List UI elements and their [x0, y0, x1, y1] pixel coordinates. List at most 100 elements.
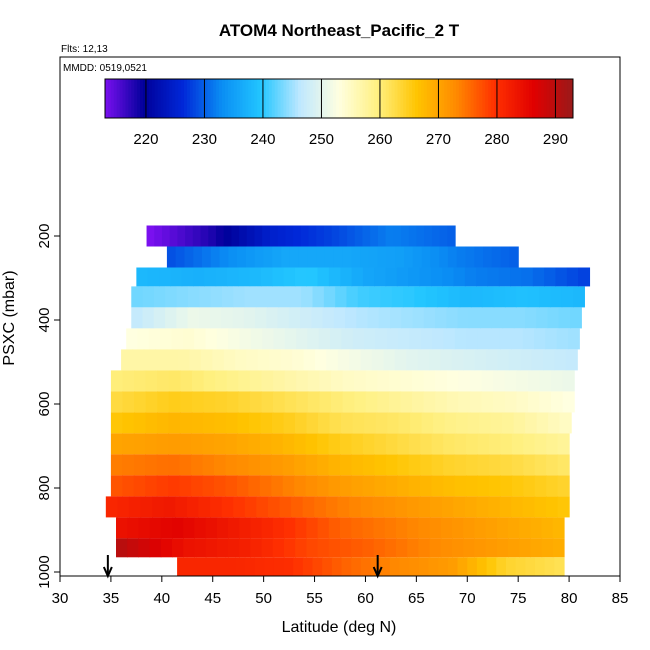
curtain-cell — [105, 496, 118, 518]
colorbar-segment — [438, 79, 442, 118]
colorbar-segment — [274, 79, 279, 118]
curtain-cell — [176, 286, 189, 308]
curtain-cell — [328, 433, 341, 455]
colorbar-segment — [377, 79, 381, 118]
curtain-cell — [565, 349, 578, 371]
curtain-cell — [210, 496, 223, 518]
curtain-cell — [219, 246, 229, 268]
curtain-cell — [289, 286, 302, 308]
curtain-cell — [395, 246, 405, 268]
curtain-cell — [264, 557, 275, 576]
curtain-cell — [149, 517, 162, 539]
curtain-cell — [408, 267, 421, 287]
colorbar-segment — [403, 79, 407, 118]
curtain-cell — [330, 328, 342, 350]
curtain-cell — [425, 286, 438, 308]
curtain-cell — [488, 454, 501, 476]
curtain-cell — [404, 246, 414, 268]
colorbar-segment — [300, 79, 305, 118]
curtain-cell — [500, 454, 513, 476]
curtain-cell — [179, 475, 192, 497]
curtain-cell — [362, 517, 375, 539]
curtain-cell — [396, 538, 408, 558]
curtain-cell — [237, 412, 250, 434]
curtain-cell — [288, 307, 301, 329]
curtain-cell — [441, 496, 454, 518]
curtain-cell — [191, 433, 204, 455]
colorbar-tick-label: 290 — [543, 131, 568, 148]
curtain-cell — [179, 412, 193, 434]
curtain-cell — [314, 349, 327, 371]
colorbar-tick-label: 250 — [309, 131, 334, 148]
curtain-cell — [497, 349, 510, 371]
colorbar-segment — [169, 79, 173, 118]
curtain-cell — [351, 454, 364, 476]
curtain-cell — [337, 496, 350, 518]
curtain-cell — [477, 328, 490, 350]
curtain-cell — [156, 454, 169, 476]
curtain-cell — [531, 349, 544, 371]
curtain-cell — [255, 307, 267, 329]
curtain-cell — [215, 225, 225, 247]
curtain-cell — [520, 349, 533, 371]
colorbar-segment — [456, 79, 460, 118]
curtain-cell — [259, 454, 272, 476]
curtain-cell — [239, 225, 248, 247]
curtain-cell — [117, 496, 130, 518]
curtain-cell — [459, 286, 472, 308]
curtain-cell — [522, 328, 535, 350]
curtain-cell — [372, 496, 385, 518]
curtain-cell — [510, 267, 523, 287]
curtain-cell — [202, 433, 215, 455]
curtain-cell — [340, 475, 353, 497]
curtain-cell — [143, 349, 156, 371]
curtain-cell — [189, 349, 202, 371]
colorbar-segment — [283, 79, 287, 118]
curtain-cell — [452, 517, 464, 539]
colorbar-segment — [315, 79, 320, 118]
curtain-cell — [191, 370, 205, 392]
curtain-cell — [182, 328, 195, 350]
curtain-cell — [293, 557, 304, 576]
curtain-cell — [145, 433, 158, 455]
flights-label: Flts: 12,13 — [61, 44, 108, 55]
curtain-cell — [172, 538, 184, 558]
curtain-cell — [541, 517, 554, 539]
curtain-cell — [356, 307, 369, 329]
curtain-cell — [194, 538, 207, 558]
curtain-cell — [243, 307, 256, 329]
colorbar-segment — [125, 79, 129, 118]
curtain-cell — [567, 328, 580, 350]
curtain-cell — [319, 391, 332, 413]
curtain-cell — [259, 433, 272, 455]
curtain-cell — [295, 412, 308, 434]
colorbar-segment — [485, 79, 489, 118]
colorbar-segment — [198, 79, 203, 118]
curtain-cell — [178, 349, 191, 371]
curtain-cell — [244, 286, 257, 308]
curtain-cell — [474, 538, 487, 558]
curtain-cell — [394, 349, 407, 371]
curtain-cell — [294, 454, 307, 476]
curtain-cell — [191, 454, 204, 476]
curtain-cell — [203, 370, 216, 392]
colorbar-segment — [409, 79, 413, 118]
curtain-cell — [534, 496, 547, 518]
curtain-cell — [360, 496, 373, 518]
curtain-cell — [393, 225, 402, 247]
colorbar-segment — [251, 79, 255, 118]
curtain-cell — [110, 475, 123, 497]
curtain-cell — [316, 246, 326, 268]
curtain-cell — [305, 454, 318, 476]
curtain-cell — [246, 349, 259, 371]
curtain-cell — [360, 246, 370, 268]
colorbar-segment — [110, 79, 115, 118]
curtain-cell — [395, 496, 408, 518]
curtain-cell — [312, 557, 323, 576]
colorbar-segment — [467, 79, 472, 118]
curtain-cell — [131, 307, 144, 329]
curtain-cell — [289, 246, 300, 268]
curtain-cell — [132, 349, 145, 371]
curtain-cell — [257, 349, 270, 371]
